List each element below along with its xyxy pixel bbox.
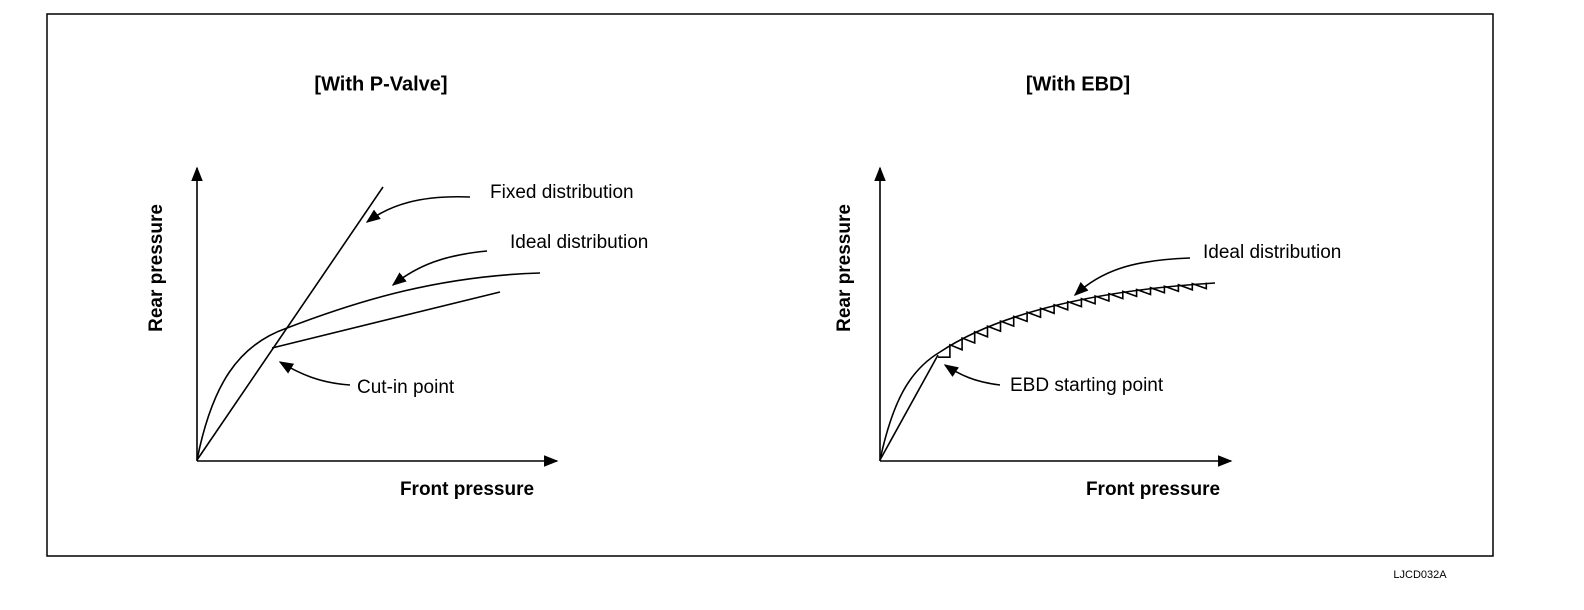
arrow	[365, 195, 471, 223]
valve-line	[271, 291, 501, 349]
y-axis-label: Rear pressure	[834, 204, 855, 332]
label: Fixed distribution	[490, 182, 634, 203]
label: Ideal distribution	[1203, 242, 1341, 263]
ebd-line	[879, 354, 939, 461]
arrow	[278, 361, 351, 386]
label: EBD starting point	[1010, 375, 1164, 396]
ideal-curve	[879, 282, 1216, 461]
arrow	[943, 364, 1001, 386]
arrow	[1073, 257, 1191, 296]
panel-title: [With P-Valve]	[314, 73, 447, 95]
x-axis-label: Front pressure	[1086, 479, 1220, 500]
frame	[46, 13, 1494, 557]
fixed-line	[196, 186, 384, 461]
ebd-steps	[938, 282, 1208, 358]
arrow	[391, 250, 488, 286]
label: Cut-in point	[357, 377, 455, 398]
figure-id: LJCD032A	[1393, 569, 1447, 581]
y-axis-label: Rear pressure	[146, 204, 167, 332]
ideal-curve	[196, 272, 541, 461]
label: Ideal distribution	[510, 232, 648, 253]
panel-title: [With EBD]	[1026, 73, 1130, 95]
x-axis-label: Front pressure	[400, 479, 534, 500]
